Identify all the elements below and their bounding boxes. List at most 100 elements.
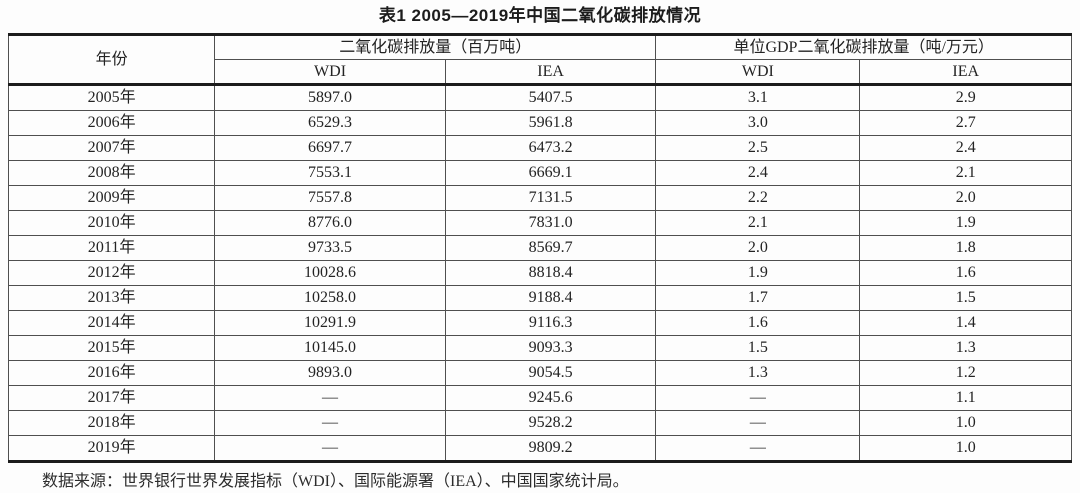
- cell-per-gdp-iea: 2.0: [859, 185, 1072, 211]
- cell-emissions-iea: 5407.5: [444, 84, 657, 111]
- cell-per-gdp-iea: 1.2: [859, 360, 1072, 386]
- cell-year: 2007年: [7, 135, 216, 161]
- cell-per-gdp-iea: 1.9: [859, 210, 1072, 236]
- cell-year: 2011年: [7, 235, 216, 261]
- cell-year: 2018年: [7, 410, 216, 436]
- cell-per-gdp-iea: 2.7: [859, 110, 1072, 136]
- table-row: 2011年 9733.5 8569.7 2.0 1.8: [7, 235, 1072, 261]
- cell-emissions-wdi: 9733.5: [214, 235, 446, 261]
- cell-per-gdp-iea: 1.0: [859, 410, 1072, 436]
- cell-year: 2005年: [7, 84, 216, 111]
- cell-emissions-wdi: —: [214, 410, 446, 436]
- column-group-emissions-per-gdp: 单位GDP二氧化碳排放量（吨/万元）: [655, 34, 1072, 60]
- cell-per-gdp-iea: 1.0: [859, 435, 1072, 462]
- cell-per-gdp-wdi: 2.0: [655, 235, 861, 261]
- table-row: 2018年 —9528.2—1.0: [7, 410, 1072, 436]
- column-header-year: 年份: [7, 34, 216, 86]
- cell-per-gdp-wdi: —: [655, 435, 861, 462]
- table-row: 2019年 —9809.2—1.0: [7, 435, 1072, 462]
- cell-per-gdp-wdi: 1.7: [655, 285, 861, 311]
- table-row: 2006年 6529.3 5961.8 3.0 2.7: [7, 110, 1072, 136]
- emissions-table: 年份 二氧化碳排放量（百万吨） 单位GDP二氧化碳排放量（吨/万元） WDI I…: [7, 33, 1072, 463]
- cell-per-gdp-iea: 1.3: [859, 335, 1072, 361]
- cell-emissions-iea: 8569.7: [444, 235, 657, 261]
- table-row: 2015年 10145.0 9093.3 1.5 1.3: [7, 335, 1072, 361]
- cell-emissions-wdi: 9893.0: [214, 360, 446, 386]
- cell-per-gdp-iea: 1.5: [859, 285, 1072, 311]
- cell-emissions-iea: 9093.3: [444, 335, 657, 361]
- cell-per-gdp-wdi: 1.9: [655, 260, 861, 286]
- cell-per-gdp-wdi: 3.0: [655, 110, 861, 136]
- table-title: 表1 2005—2019年中国二氧化碳排放情况: [378, 6, 702, 25]
- cell-emissions-iea: 8818.4: [444, 260, 657, 286]
- cell-emissions-iea: 9188.4: [444, 285, 657, 311]
- table-row: 2009年 7557.8 7131.5 2.2 2.0: [7, 185, 1072, 211]
- cell-emissions-iea: 9809.2: [444, 435, 657, 462]
- cell-per-gdp-wdi: 3.1: [655, 84, 861, 111]
- cell-year: 2017年: [7, 385, 216, 411]
- cell-per-gdp-wdi: —: [655, 410, 861, 436]
- cell-per-gdp-wdi: 2.1: [655, 210, 861, 236]
- table-row: 2005年 5897.0 5407.5 3.1 2.9: [7, 84, 1072, 111]
- cell-emissions-iea: 9245.6: [444, 385, 657, 411]
- cell-per-gdp-wdi: 1.3: [655, 360, 861, 386]
- cell-emissions-iea: 6473.2: [444, 135, 657, 161]
- cell-year: 2015年: [7, 335, 216, 361]
- cell-emissions-iea: 9116.3: [444, 310, 657, 336]
- cell-year: 2013年: [7, 285, 216, 311]
- table-body: 2005年 5897.0 5407.5 3.1 2.9 2006年 6529.3 5961.8…: [7, 84, 1072, 462]
- cell-per-gdp-iea: 1.1: [859, 385, 1072, 411]
- table-row: 2017年 —9245.6—1.1: [7, 385, 1072, 411]
- cell-emissions-wdi: 10028.6: [214, 260, 446, 286]
- cell-year: 2006年: [7, 110, 216, 136]
- cell-emissions-wdi: 10258.0: [214, 285, 446, 311]
- cell-year: 2009年: [7, 185, 216, 211]
- subheader-per-gdp-iea: IEA: [859, 59, 1072, 86]
- column-group-emissions: 二氧化碳排放量（百万吨）: [214, 34, 657, 60]
- cell-per-gdp-wdi: 1.5: [655, 335, 861, 361]
- cell-emissions-wdi: —: [214, 385, 446, 411]
- cell-emissions-iea: 5961.8: [444, 110, 657, 136]
- cell-per-gdp-iea: 2.1: [859, 160, 1072, 186]
- cell-year: 2010年: [7, 210, 216, 236]
- cell-per-gdp-wdi: —: [655, 385, 861, 411]
- cell-emissions-iea: 9054.5: [444, 360, 657, 386]
- cell-emissions-wdi: 7557.8: [214, 185, 446, 211]
- cell-per-gdp-iea: 1.4: [859, 310, 1072, 336]
- cell-per-gdp-iea: 1.8: [859, 235, 1072, 261]
- table-row: 2016年 9893.0 9054.5 1.3 1.2: [7, 360, 1072, 386]
- cell-emissions-wdi: 6529.3: [214, 110, 446, 136]
- cell-per-gdp-iea: 1.6: [859, 260, 1072, 286]
- table-row: 2012年 10028.6 8818.4 1.9 1.6: [7, 260, 1072, 286]
- cell-emissions-wdi: 7553.1: [214, 160, 446, 186]
- table-row: 2013年 10258.0 9188.4 1.7 1.5: [7, 285, 1072, 311]
- header-row-groups: 年份 二氧化碳排放量（百万吨） 单位GDP二氧化碳排放量（吨/万元）: [7, 34, 1072, 86]
- cell-emissions-iea: 9528.2: [444, 410, 657, 436]
- cell-emissions-iea: 6669.1: [444, 160, 657, 186]
- table-row: 2014年 10291.9 9116.3 1.6 1.4: [7, 310, 1072, 336]
- cell-emissions-wdi: 6697.7: [214, 135, 446, 161]
- cell-emissions-iea: 7831.0: [444, 210, 657, 236]
- cell-year: 2012年: [7, 260, 216, 286]
- cell-emissions-wdi: 5897.0: [214, 84, 446, 111]
- cell-per-gdp-wdi: 2.4: [655, 160, 861, 186]
- cell-emissions-wdi: 10291.9: [214, 310, 446, 336]
- cell-per-gdp-wdi: 1.6: [655, 310, 861, 336]
- cell-per-gdp-wdi: 2.5: [655, 135, 861, 161]
- cell-year: 2019年: [7, 435, 216, 462]
- cell-year: 2008年: [7, 160, 216, 186]
- cell-year: 2016年: [7, 360, 216, 386]
- table-row: 2008年 7553.1 6669.1 2.4 2.1: [7, 160, 1072, 186]
- cell-emissions-iea: 7131.5: [444, 185, 657, 211]
- subheader-emissions-iea: IEA: [444, 59, 657, 86]
- table-row: 2007年 6697.7 6473.2 2.5 2.4: [7, 135, 1072, 161]
- table-row: 2010年 8776.0 7831.0 2.1 1.9: [7, 210, 1072, 236]
- subheader-per-gdp-wdi: WDI: [655, 59, 861, 86]
- cell-emissions-wdi: 8776.0: [214, 210, 446, 236]
- cell-emissions-wdi: 10145.0: [214, 335, 446, 361]
- cell-per-gdp-iea: 2.4: [859, 135, 1072, 161]
- cell-emissions-wdi: —: [214, 435, 446, 462]
- cell-per-gdp-wdi: 2.2: [655, 185, 861, 211]
- cell-year: 2014年: [7, 310, 216, 336]
